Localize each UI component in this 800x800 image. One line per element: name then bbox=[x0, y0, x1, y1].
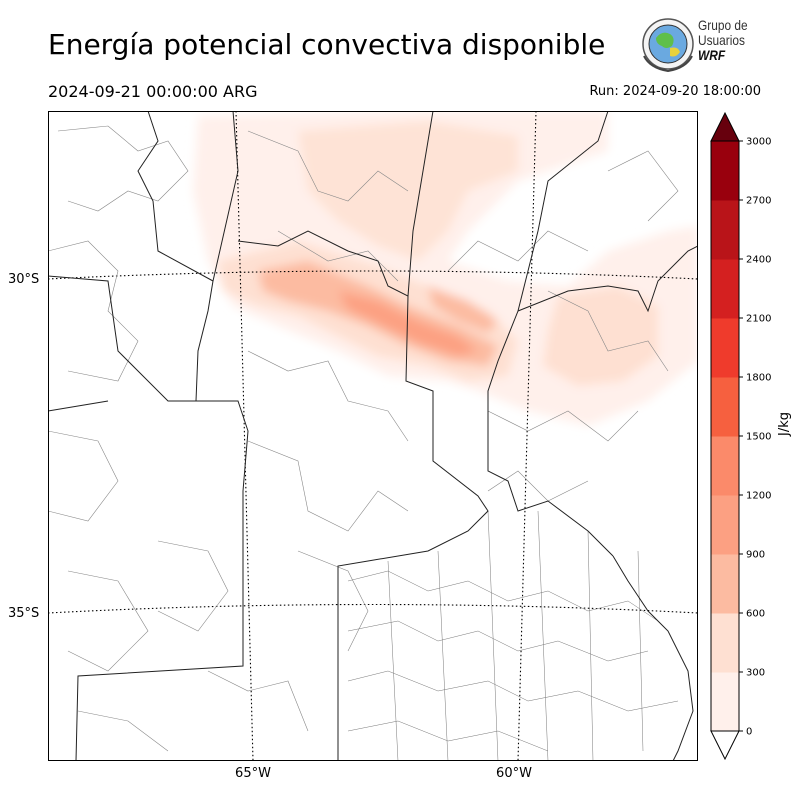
logo-line-2: Usuarios bbox=[698, 32, 745, 48]
lon-label-60w: 60°W bbox=[496, 766, 532, 781]
colorbar-segment bbox=[711, 377, 739, 437]
valid-time: 2024-09-21 00:00:00 ARG bbox=[48, 82, 258, 101]
map-title: Energía potencial convectiva disponible bbox=[48, 28, 606, 61]
lat-label-30s: 30°S bbox=[8, 272, 40, 287]
colorbar-segment bbox=[711, 141, 739, 201]
colorbar-tick-label: 0 bbox=[746, 727, 752, 738]
cape-map bbox=[48, 111, 698, 761]
colorbar-segment bbox=[711, 672, 739, 732]
province-boundaries bbox=[48, 111, 698, 761]
colorbar-segment bbox=[711, 613, 739, 673]
lat-label-35s: 35°S bbox=[8, 606, 40, 621]
colorbar-tick-label: 1800 bbox=[746, 373, 771, 384]
graticule bbox=[48, 111, 698, 761]
department-boundaries bbox=[48, 125, 679, 752]
colorbar-tick-label: 2400 bbox=[746, 255, 771, 266]
logo-line-1: Grupo de bbox=[698, 17, 748, 33]
colorbar-segment bbox=[711, 495, 739, 555]
colorbar-under-triangle bbox=[710, 730, 740, 761]
colorbar-tick-label: 3000 bbox=[746, 137, 771, 148]
colorbar-over-triangle bbox=[710, 111, 740, 142]
colorbar-tick-label: 1500 bbox=[746, 432, 771, 443]
colorbar-segment bbox=[711, 318, 739, 378]
colorbar-tick-label: 900 bbox=[746, 550, 765, 561]
run-time: Run: 2024-09-20 18:00:00 bbox=[589, 84, 761, 99]
colorbar-tick-label: 2700 bbox=[746, 196, 771, 207]
colorbar-segment bbox=[711, 554, 739, 614]
lon-label-65w: 65°W bbox=[235, 766, 271, 781]
colorbar-tick-label: 300 bbox=[746, 668, 765, 679]
colorbar-tick-label: 600 bbox=[746, 609, 765, 620]
globe-logo-icon bbox=[642, 18, 694, 73]
colorbar-tick-label: 1200 bbox=[746, 491, 771, 502]
colorbar-segment bbox=[711, 436, 739, 496]
wrf-logo: Grupo de Usuarios WRF bbox=[640, 16, 760, 74]
colorbar-segment bbox=[711, 200, 739, 260]
colorbar-tick-label: 2100 bbox=[746, 314, 771, 325]
logo-line-3: WRF bbox=[698, 47, 726, 63]
colorbar-segment bbox=[711, 259, 739, 319]
colorbar: 0 300 600 900 1200 1500 1800 2100 2400 2700 3000 bbox=[710, 111, 771, 761]
colorbar-unit-label: J/kg bbox=[777, 412, 792, 436]
buenos-aires-partidos bbox=[347, 510, 679, 761]
